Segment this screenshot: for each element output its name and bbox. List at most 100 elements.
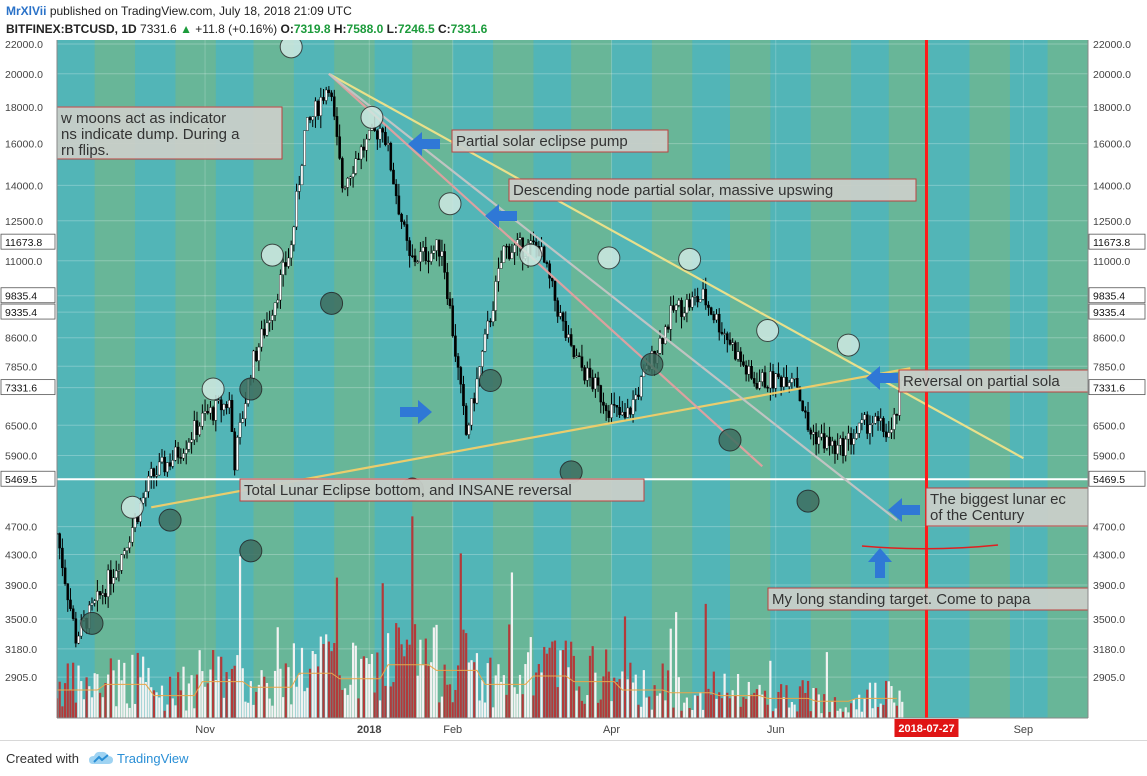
volume-bar <box>693 695 697 718</box>
price-tick-left: 9835.4 <box>5 291 37 303</box>
volume-bar <box>860 711 863 718</box>
volume-bar <box>201 671 204 718</box>
candle-body <box>341 158 344 189</box>
volume-bar <box>763 690 767 718</box>
volume-bar <box>524 664 527 718</box>
volume-bar <box>206 683 209 718</box>
candle-body <box>599 385 603 403</box>
volume-bar <box>381 583 384 718</box>
volume-bar <box>467 662 470 718</box>
volume-bar <box>532 695 535 718</box>
candle-body <box>542 246 546 263</box>
candle-body <box>201 412 204 427</box>
tradingview-link[interactable]: TradingView <box>117 751 189 766</box>
volume-bar <box>871 708 874 718</box>
volume-bar <box>556 687 559 718</box>
candle-body <box>238 422 242 438</box>
candle-body <box>505 245 508 248</box>
volume-bar <box>470 660 473 718</box>
volume-bar <box>634 674 637 718</box>
volume-bar <box>820 713 823 718</box>
volume-bar <box>282 697 285 718</box>
volume-bar <box>494 675 497 718</box>
price-tick-left: 7331.6 <box>5 383 37 395</box>
candle-body <box>766 387 769 389</box>
candle-body <box>324 89 328 101</box>
volume-bar <box>707 688 710 718</box>
volume-bar <box>430 662 433 718</box>
candle-body <box>413 255 417 263</box>
cycle-band <box>692 40 730 718</box>
price-tick-left: 2905.0 <box>5 672 37 684</box>
candle-body <box>257 346 261 361</box>
new-moon-marker <box>239 377 263 401</box>
candle-body <box>322 97 325 101</box>
volume-bar <box>526 652 530 718</box>
volume-bar <box>142 656 145 718</box>
full-moon-marker <box>678 247 702 271</box>
volume-bar <box>605 649 608 718</box>
price-tick-left: 3180.0 <box>5 644 37 656</box>
price-tick-left: 4700.0 <box>5 522 37 534</box>
candle-body <box>219 399 223 411</box>
candle-body <box>666 326 670 330</box>
candle-body <box>744 365 748 375</box>
volume-bar <box>322 643 325 718</box>
volume-bar <box>228 679 231 718</box>
volume-bar <box>308 668 312 718</box>
volume-bar <box>537 664 540 718</box>
volume-bar <box>384 685 387 718</box>
volume-bar <box>836 710 839 718</box>
volume-bar <box>623 616 627 718</box>
volume-bar <box>389 686 392 718</box>
candle-body <box>327 89 331 94</box>
candle-body <box>451 305 455 337</box>
volume-bar <box>823 694 826 718</box>
price-tick-left: 3900.0 <box>5 580 37 592</box>
candle-body <box>63 567 67 584</box>
candle-body <box>723 333 726 335</box>
candle-body <box>610 404 613 418</box>
time-tick: Nov <box>195 724 215 736</box>
time-tick: 2018 <box>357 724 381 736</box>
candle-body <box>483 333 487 352</box>
volume-bar <box>669 628 672 718</box>
volume-bar <box>497 664 500 718</box>
candle-body <box>809 429 813 435</box>
candle-body <box>359 146 363 160</box>
author-link[interactable]: MrXlVii <box>6 4 47 18</box>
volume-bar <box>287 667 290 718</box>
volume-bar <box>831 701 834 718</box>
price-tick-right: 14000.0 <box>1093 180 1131 192</box>
volume-bar <box>190 675 193 718</box>
volume-bar <box>66 663 69 718</box>
candle-body <box>481 351 484 367</box>
volume-bar <box>459 553 462 718</box>
price-tick-right: 6500.0 <box>1093 420 1125 432</box>
candle-body <box>472 398 476 404</box>
left-arrow-icon <box>866 366 898 390</box>
candle-body <box>715 313 718 321</box>
candle-body <box>437 239 441 257</box>
candle-body <box>731 342 734 345</box>
candle-body <box>876 416 880 422</box>
volume-bar <box>510 572 514 718</box>
volume-bar <box>788 707 791 718</box>
candle-body <box>427 260 430 263</box>
volume-bar <box>174 705 177 718</box>
volume-bar <box>701 709 705 718</box>
volume-bar <box>696 695 699 718</box>
candle-body <box>125 547 129 551</box>
candle-body <box>736 351 740 360</box>
candle-body <box>596 377 600 386</box>
candle-body <box>214 400 218 421</box>
low-value: 7246.5 <box>397 22 435 36</box>
volume-bar <box>790 702 793 718</box>
candle-body <box>502 245 506 263</box>
trendline-pink <box>328 72 764 468</box>
candle-body <box>69 599 72 609</box>
candle-body <box>752 378 756 384</box>
volume-bar <box>82 699 86 718</box>
volume-bar <box>212 650 215 718</box>
